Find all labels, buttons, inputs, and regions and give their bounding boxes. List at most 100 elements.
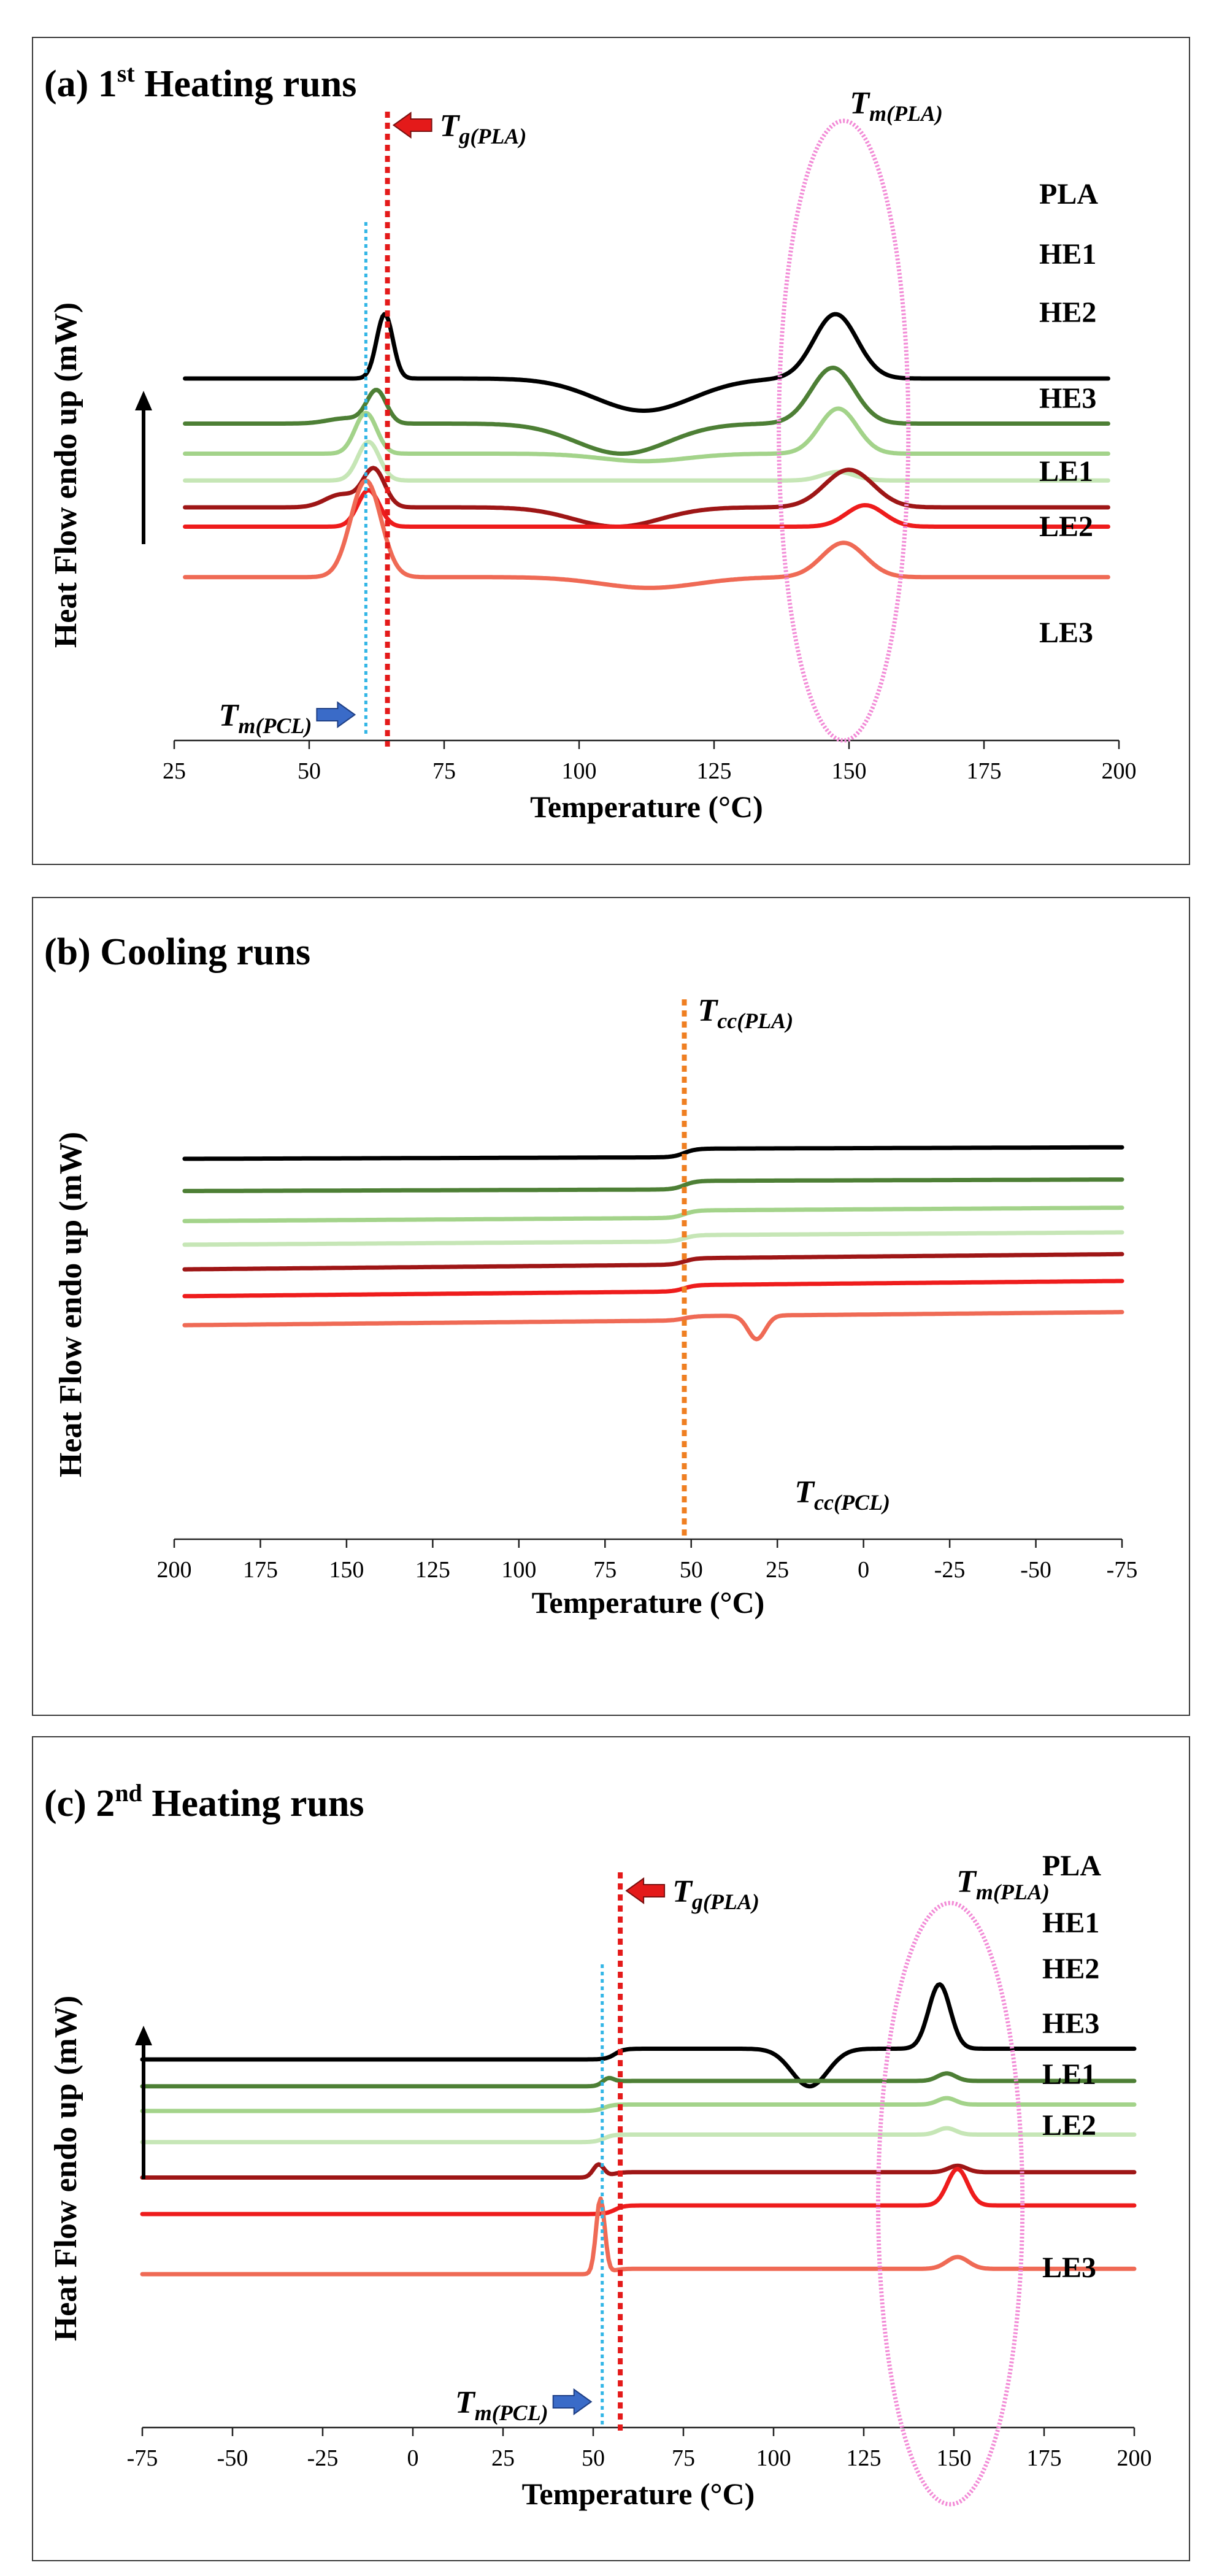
chart-c-tick-label: 125	[847, 2445, 882, 2471]
chart-c-tick-label: -75	[127, 2445, 158, 2471]
chart-a-tick-label: 100	[562, 758, 597, 784]
chart-a-title: (a) 1st Heating runs	[44, 60, 356, 105]
chart-a-title-suffix: Heating runs	[135, 63, 357, 105]
chart-a-tick-label: 175	[967, 758, 1002, 784]
chart-c-tm-pla-annotation-main: T	[956, 1864, 977, 1899]
chart-b-tick-label: 175	[243, 1557, 278, 1583]
chart-a-tick-label: 200	[1102, 758, 1137, 784]
chart-a-series-label-he2: HE2	[1039, 296, 1096, 329]
chart-c-series-he1	[140, 2071, 1137, 2089]
chart-c-tick-label: 150	[937, 2445, 972, 2471]
chart-a-series-le1	[183, 466, 1110, 529]
chart-b-tick-label: 25	[766, 1557, 789, 1583]
chart-a-series-label-le3: LE3	[1039, 617, 1093, 649]
chart-a-tg-arrow	[392, 112, 432, 139]
panel-c-second-heating: (c) 2nd Heating runs -75 -50 -25 0 25 50 75 100 1…	[32, 1736, 1190, 2561]
chart-a-x-label: Temperature (°C)	[530, 790, 763, 824]
chart-a-title-sup: st	[117, 60, 136, 87]
chart-b-title: (b) Cooling runs	[44, 931, 310, 973]
chart-c-title-suffix: Heating runs	[142, 1783, 364, 1824]
chart-b-x-label: Temperature (°C)	[532, 1585, 765, 1620]
chart-c-series-label-he2: HE2	[1042, 1953, 1099, 1985]
chart-a-series-he2	[183, 406, 1110, 464]
chart-b-svg: (b) Cooling runs 200 175 150 125 100 75 50 25 0 -2…	[44, 931, 1137, 1620]
chart-b-tcc-pcl-main: T	[794, 1475, 815, 1510]
chart-c-endo-arrow-head	[135, 2026, 152, 2045]
chart-c-series-le1	[140, 2162, 1137, 2180]
chart-a-series-label-pla: PLA	[1039, 178, 1098, 210]
chart-c-series-label-he1: HE1	[1042, 1907, 1099, 1939]
chart-b-series-he1	[182, 1177, 1124, 1193]
chart-c-tick-label: 100	[756, 2445, 791, 2471]
chart-b-series-pla	[182, 1145, 1124, 1161]
chart-b-series-he2	[182, 1205, 1124, 1223]
chart-c-series-label-he3: HE3	[1042, 2007, 1099, 2040]
chart-b-tcc-pcl-sub: cc(PCL)	[814, 1490, 890, 1515]
chart-c-series-he3	[140, 2126, 1137, 2145]
chart-c-title: (c) 2nd Heating runs	[44, 1779, 364, 1824]
chart-c-tick-label: -50	[217, 2445, 248, 2471]
chart-c-series-le3	[140, 2196, 1137, 2277]
chart-a-tick-label: 50	[298, 758, 321, 784]
chart-a-endo-arrow-head	[135, 391, 152, 410]
chart-a-title-prefix: (a) 1	[44, 63, 117, 105]
chart-a-series-pla	[183, 312, 1110, 413]
chart-a-tm-pla-annotation-main: T	[850, 86, 870, 121]
chart-b-tick-label: 200	[157, 1557, 192, 1583]
chart-c-tick-label: 25	[491, 2445, 515, 2471]
chart-b-tick-label: 150	[329, 1557, 364, 1583]
chart-c-series-label-le1: LE1	[1042, 2058, 1096, 2091]
chart-c-tm-pla-annotation-sub: m(PLA)	[976, 1880, 1050, 1904]
chart-c-tg-annotation-sub: g(PLA)	[691, 1890, 759, 1914]
chart-b-tick-label: -50	[1020, 1557, 1051, 1583]
chart-a-series-label-he3: HE3	[1039, 382, 1096, 415]
chart-b-series-he3	[182, 1230, 1124, 1247]
chart-a-tick-label: 125	[697, 758, 732, 784]
chart-c-tick-label: -25	[307, 2445, 339, 2471]
chart-a-series-he1	[183, 366, 1110, 456]
chart-c-tm-pcl-annotation-main: T	[455, 2385, 476, 2420]
chart-b-tick-label: 125	[415, 1557, 450, 1583]
chart-c-tm-pcl-annotation-sub: m(PCL)	[475, 2401, 548, 2425]
chart-b-tick-label: 75	[593, 1557, 617, 1583]
chart-c-tm-pcl-annotation: Tm(PCL)	[455, 2385, 548, 2425]
chart-c-series-label-le3: LE3	[1042, 2251, 1096, 2284]
chart-a-tm-pcl-annotation-main: T	[219, 698, 240, 733]
chart-c-tick-label: 0	[407, 2445, 419, 2471]
chart-b-tick-label: 100	[501, 1557, 536, 1583]
chart-c-tg-arrow	[625, 1877, 666, 1904]
chart-a-tm-pla-annotation: Tm(PLA)	[850, 86, 943, 126]
chart-a-tg-annotation-main: T	[440, 109, 461, 144]
chart-c-tick-label: 75	[672, 2445, 695, 2471]
chart-a-tm-pcl-annotation-sub: m(PCL)	[238, 713, 312, 738]
chart-c-series-le2	[140, 2167, 1137, 2217]
chart-a-tm-pcl-arrow	[316, 701, 356, 728]
chart-a-series-he3	[183, 439, 1110, 483]
chart-a-series-label-le2: LE2	[1039, 510, 1093, 543]
chart-a-series-label-he1: HE1	[1039, 238, 1096, 271]
chart-b-tick-label: 0	[858, 1557, 869, 1583]
panel-b-cooling: (b) Cooling runs 200 175 150 125 100 75 50 25 0 -2…	[32, 897, 1190, 1716]
chart-c-svg: (c) 2nd Heating runs -75 -50 -25 0 25 50 75 100 1…	[44, 1779, 1152, 2511]
chart-a-tm-pcl-annotation: Tm(PCL)	[219, 698, 312, 738]
chart-a-svg: (a) 1st Heating runs 25 50 75 100 125 150 175 20…	[44, 60, 1137, 824]
chart-b-series-le1	[182, 1251, 1124, 1272]
chart-a-tick-label: 25	[163, 758, 186, 784]
chart-b-tick-label: 50	[680, 1557, 703, 1583]
chart-a-tick-label: 150	[832, 758, 867, 784]
chart-a-series-le3	[183, 478, 1110, 590]
panel-a-first-heating: (a) 1st Heating runs 25 50 75 100 125 150 175 20…	[32, 37, 1190, 865]
chart-c-tg-annotation-main: T	[672, 1874, 693, 1909]
chart-b-series-le3	[182, 1310, 1124, 1342]
chart-c-title-sup: nd	[115, 1779, 142, 1807]
chart-c-tm-pcl-arrow	[552, 2388, 593, 2415]
chart-c-series-he2	[140, 2096, 1137, 2113]
chart-b-title-prefix: (b) Cooling runs	[44, 931, 310, 973]
chart-b-y-label: Heat Flow endo up (mW)	[53, 1132, 88, 1477]
chart-b-series-le2	[182, 1278, 1124, 1299]
chart-a-tg-annotation: Tg(PLA)	[440, 109, 527, 148]
chart-c-tm-pla-ellipse	[876, 1901, 1025, 2507]
chart-a-tm-pla-annotation-sub: m(PLA)	[869, 101, 943, 126]
chart-b-tcc-pla-sub: cc(PLA)	[717, 1009, 793, 1033]
chart-a-series-label-le1: LE1	[1039, 455, 1093, 488]
